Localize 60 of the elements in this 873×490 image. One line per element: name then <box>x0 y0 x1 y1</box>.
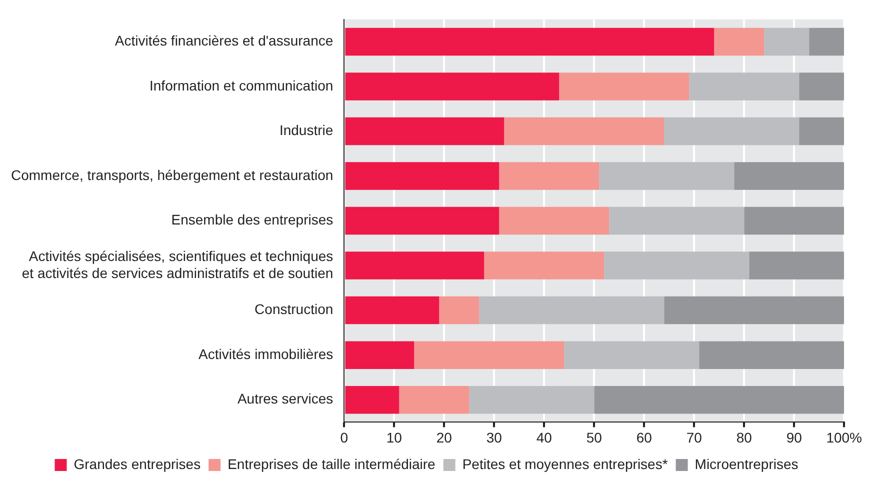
bar <box>345 72 560 100</box>
bar <box>345 117 504 146</box>
x-tick-label: 60 <box>636 429 652 446</box>
y-tick-label: Industrie <box>279 122 334 138</box>
bar <box>594 386 844 414</box>
bar <box>439 296 480 324</box>
y-tick-label: Activités immobilières <box>198 346 334 362</box>
bar <box>609 206 744 235</box>
bar <box>345 386 400 414</box>
legend-label: Grandes entreprises <box>74 456 201 472</box>
y-tick-label: Ensemble des entreprises <box>171 212 334 228</box>
y-tick-label: Construction <box>254 301 334 318</box>
bar <box>799 117 844 146</box>
bar <box>345 28 714 56</box>
bar <box>399 386 470 414</box>
legend-label: Microentreprises <box>694 456 798 472</box>
bar <box>809 28 844 56</box>
bar <box>764 28 810 56</box>
bar <box>604 252 750 280</box>
x-tick-label: 80 <box>736 429 752 446</box>
bar <box>699 341 844 369</box>
bar <box>414 341 564 369</box>
bar <box>345 206 500 235</box>
bar <box>345 252 484 280</box>
bar <box>499 162 600 190</box>
y-tick-label: Commerce, transports, hébergement et restauration <box>10 166 334 183</box>
bar <box>345 296 440 324</box>
bar <box>734 162 844 190</box>
x-tick-label: 50 <box>586 429 602 446</box>
x-tick-label: 100% <box>826 429 862 446</box>
x-tick-label: 10 <box>386 429 402 446</box>
bar <box>469 386 594 414</box>
bar <box>744 206 844 235</box>
y-tick-label: Information et communication <box>150 77 334 94</box>
bar <box>664 296 844 324</box>
x-tick-label: 70 <box>686 429 702 446</box>
bar <box>664 117 800 146</box>
legend-label: Entreprises de taille intermédiaire <box>228 456 436 472</box>
bar <box>559 72 690 100</box>
bar <box>484 252 604 280</box>
bar <box>799 72 844 100</box>
bar <box>345 341 414 369</box>
y-tick-label: Autres services <box>237 390 334 407</box>
legend-label: Petites et moyennes entreprises* <box>462 456 668 472</box>
bar <box>689 72 800 100</box>
x-tick-label: 90 <box>786 429 802 446</box>
y-tick-label: Activités spécialisées, scientifiques et techniques et activités de services administratifs et de soutien <box>22 248 334 281</box>
bar <box>749 252 844 280</box>
bar <box>499 206 610 235</box>
x-tick-label: 0 <box>340 429 348 446</box>
bar <box>479 296 664 324</box>
y-tick-label: Activités financières et d'assurance <box>114 32 334 49</box>
bar <box>714 28 764 56</box>
x-tick-label: 40 <box>536 429 552 446</box>
x-tick-label: 20 <box>436 429 452 446</box>
bar <box>599 162 734 190</box>
x-tick-label: 30 <box>486 429 502 446</box>
bar <box>345 162 500 190</box>
bar <box>504 117 664 146</box>
bar <box>564 341 700 369</box>
